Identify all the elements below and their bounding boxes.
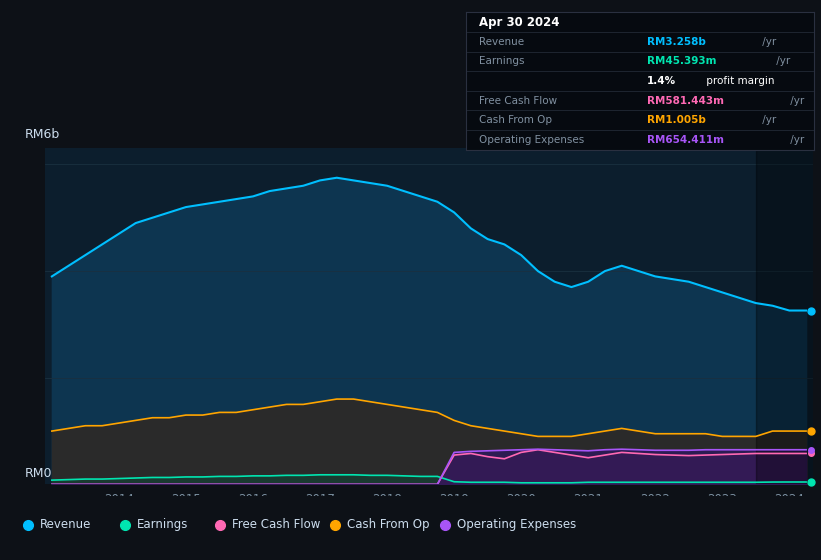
Text: Earnings: Earnings: [137, 518, 188, 531]
Text: Apr 30 2024: Apr 30 2024: [479, 16, 560, 29]
Text: /yr: /yr: [773, 57, 790, 66]
Text: Revenue: Revenue: [40, 518, 91, 531]
Text: /yr: /yr: [759, 37, 776, 46]
Text: Free Cash Flow: Free Cash Flow: [232, 518, 320, 531]
Text: /yr: /yr: [759, 115, 776, 125]
Bar: [756, 148, 821, 484]
Text: RM0: RM0: [25, 468, 52, 480]
Text: 1.4%: 1.4%: [647, 76, 676, 86]
Text: Operating Expenses: Operating Expenses: [457, 518, 576, 531]
Text: RM3.258b: RM3.258b: [647, 37, 706, 46]
Text: RM581.443m: RM581.443m: [647, 96, 724, 105]
Text: Cash From Op: Cash From Op: [479, 115, 553, 125]
Text: Revenue: Revenue: [479, 37, 525, 46]
Text: RM1.005b: RM1.005b: [647, 115, 706, 125]
Text: /yr: /yr: [787, 96, 804, 105]
Text: RM45.393m: RM45.393m: [647, 57, 717, 66]
Text: Earnings: Earnings: [479, 57, 525, 66]
Text: Cash From Op: Cash From Op: [347, 518, 429, 531]
Text: RM6b: RM6b: [25, 128, 60, 141]
Text: Free Cash Flow: Free Cash Flow: [479, 96, 557, 105]
Text: Operating Expenses: Operating Expenses: [479, 135, 585, 144]
Text: /yr: /yr: [787, 135, 804, 144]
Text: profit margin: profit margin: [703, 76, 774, 86]
Text: RM654.411m: RM654.411m: [647, 135, 724, 144]
